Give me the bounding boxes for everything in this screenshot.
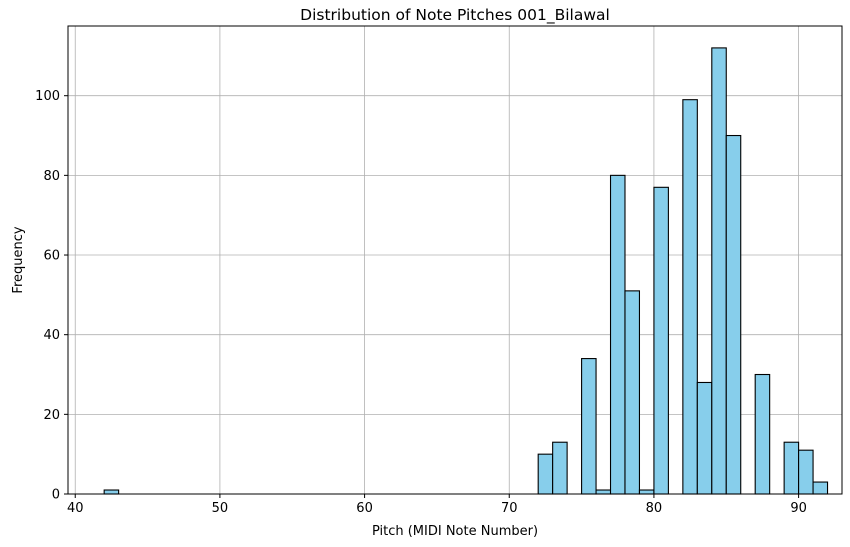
bars-layer	[103, 47, 829, 495]
histogram-bar	[696, 381, 713, 495]
histogram-bar	[552, 441, 568, 495]
plot-frame	[67, 25, 843, 495]
histogram-bar	[725, 134, 742, 495]
y-tick-label: 100	[35, 89, 60, 104]
y-tick-label: 80	[43, 169, 60, 184]
histogram-bar	[609, 174, 626, 495]
ticks-layer: 40 50 60 70 80 90 0 20 40 60 80 100	[35, 89, 807, 516]
histogram-bar	[638, 489, 655, 495]
histogram-bar	[682, 99, 698, 495]
y-tick-label: 60	[43, 249, 60, 264]
x-tick-label: 80	[646, 501, 663, 516]
histogram-bar	[624, 290, 641, 495]
y-tick-label: 40	[43, 328, 60, 343]
histogram-bar	[798, 449, 814, 495]
histogram-bar	[595, 489, 612, 495]
histogram-bar	[711, 47, 727, 495]
histogram-bar	[754, 373, 771, 495]
x-tick-label: 60	[356, 501, 373, 516]
x-tick-label: 50	[212, 501, 229, 516]
x-axis-label: Pitch (MIDI Note Number)	[372, 524, 538, 539]
histogram-bar	[581, 358, 597, 495]
x-tick-label: 40	[67, 501, 84, 516]
chart-title: Distribution of Note Pitches 001_Bilawal	[300, 6, 610, 25]
histogram-bar	[783, 441, 800, 495]
histogram-bar	[653, 186, 669, 495]
histogram-bar	[537, 453, 554, 495]
y-tick-label: 20	[43, 408, 60, 423]
x-tick-label: 70	[501, 501, 518, 516]
histogram-bar	[103, 489, 120, 495]
y-axis-label: Frequency	[11, 226, 26, 293]
x-tick-label: 90	[790, 501, 807, 516]
histogram-bar	[812, 481, 829, 495]
y-tick-label: 0	[52, 488, 60, 503]
